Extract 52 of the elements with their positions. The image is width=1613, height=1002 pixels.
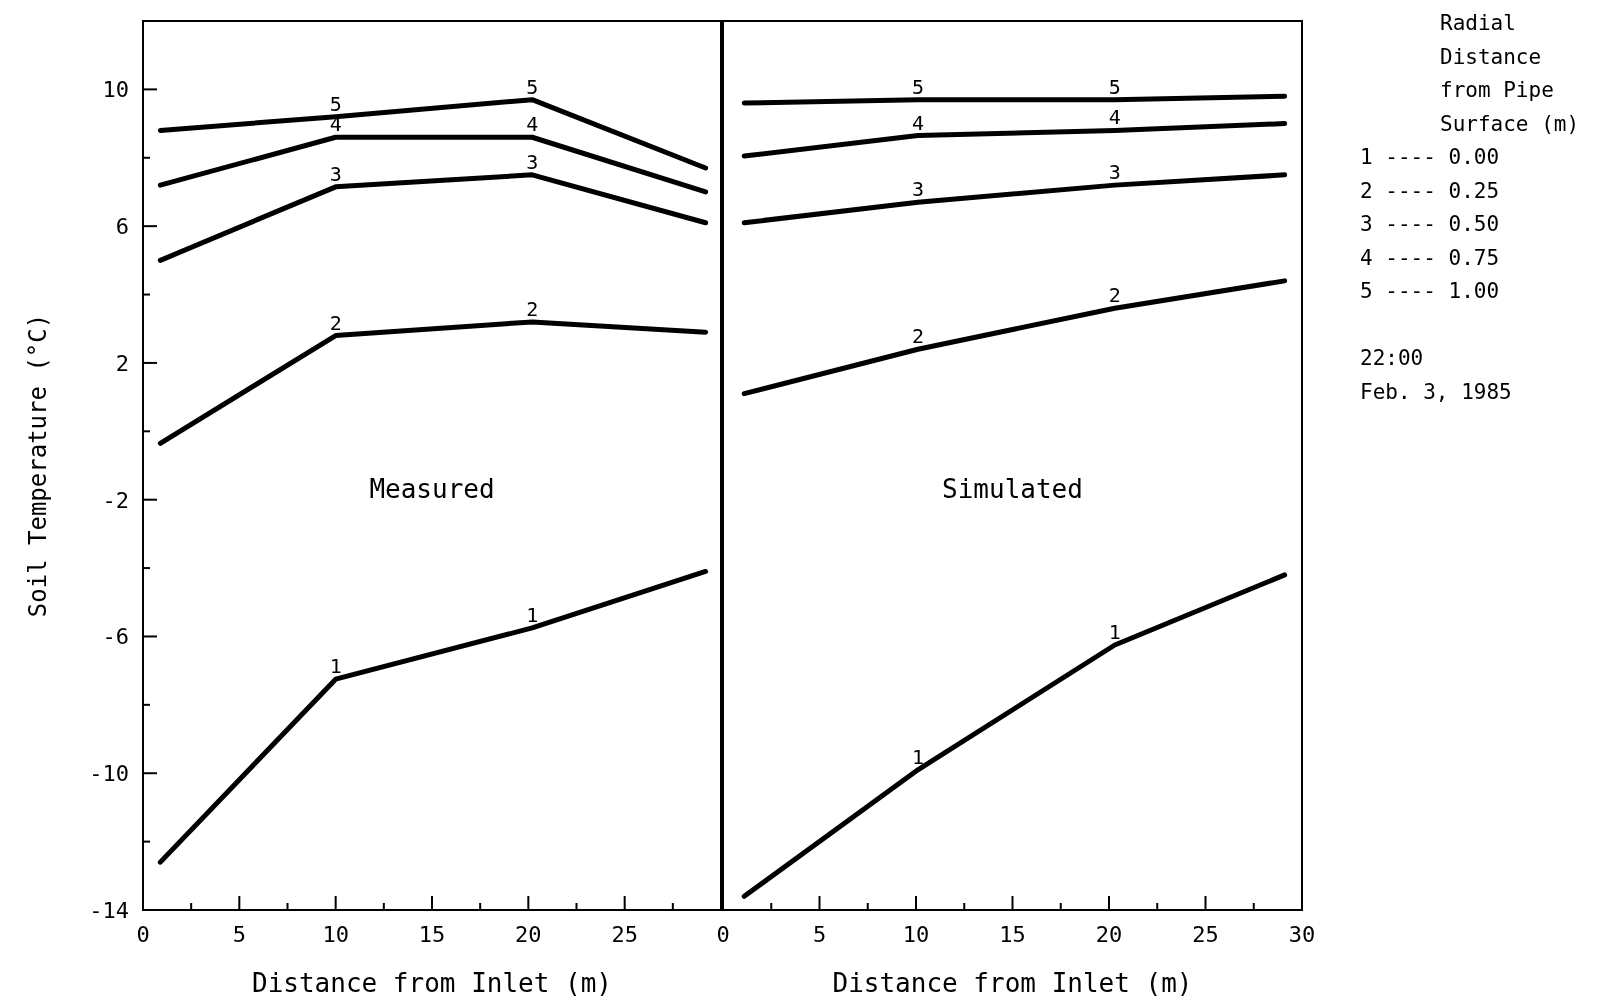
series-label: 2 xyxy=(329,310,342,335)
text: 3 ---- 0.50 xyxy=(1360,212,1500,236)
x-tick-label: 10 xyxy=(322,922,349,947)
text: Feb. 3, 1985 xyxy=(1360,379,1512,404)
text: 4 xyxy=(911,110,924,135)
x-tick-label: 25 xyxy=(611,922,638,947)
series-label: 1 xyxy=(1108,620,1121,645)
y-tick-label: -6 xyxy=(102,624,129,650)
x-axis-title: Distance from Inlet (m) xyxy=(832,968,1193,998)
text: 22:00 xyxy=(1360,346,1424,370)
x-tick-label: 10 xyxy=(902,922,930,947)
text: 5 ---- 1.00 xyxy=(1360,279,1500,303)
y-tick-label: 6 xyxy=(115,214,129,240)
y-tick-label: -2 xyxy=(102,487,129,513)
text: 2 xyxy=(526,296,539,321)
text: 1 xyxy=(526,602,539,627)
text: 2 ---- 0.25 xyxy=(1360,178,1500,203)
y-tick-label: -14 xyxy=(89,898,129,923)
series-label: 2 xyxy=(1108,283,1121,308)
text: 4 ---- 0.75 xyxy=(1360,245,1500,270)
x-tick-label: 5 xyxy=(812,922,827,947)
y-tick-label: 2 xyxy=(115,350,129,376)
x-tick-label: 15 xyxy=(418,922,446,947)
x-tick-label: 5 xyxy=(232,922,246,947)
series-label: 3 xyxy=(911,177,924,202)
series-label: 5 xyxy=(1108,74,1121,99)
text: 1 xyxy=(911,744,924,769)
text: 2 xyxy=(911,324,924,349)
series-label: 4 xyxy=(1108,105,1121,130)
annotation: Measured xyxy=(369,474,495,504)
text: 4 xyxy=(526,112,539,137)
text: 1 ---- 0.00 xyxy=(1360,145,1500,169)
series-label: 5 xyxy=(329,91,342,116)
text: 3 xyxy=(526,149,539,174)
text: 5 xyxy=(526,74,539,99)
y-tick-label: 10 xyxy=(102,77,129,103)
x-tick-label: 20 xyxy=(515,922,542,947)
annotation: Simulated xyxy=(942,474,1083,504)
x-tick-label: 20 xyxy=(1095,922,1123,947)
series-label: 1 xyxy=(329,654,342,679)
x-tick-label: 25 xyxy=(1192,922,1219,947)
y-tick-label: -10 xyxy=(89,761,129,787)
text: 3 xyxy=(1108,160,1121,185)
y-axis-title: Soil Temperature (°C) xyxy=(24,313,52,618)
text: Radial Distance from Pipe Surface (m) xyxy=(1440,11,1580,136)
x-tick-label: 0 xyxy=(716,922,730,947)
x-tick-label: 30 xyxy=(1288,922,1316,947)
x-tick-label: 15 xyxy=(999,922,1026,947)
text: 5 xyxy=(911,74,924,99)
x-axis-title: Distance from Inlet (m) xyxy=(251,968,613,998)
series-label: 3 xyxy=(329,161,342,186)
x-tick-label: 0 xyxy=(136,922,150,947)
